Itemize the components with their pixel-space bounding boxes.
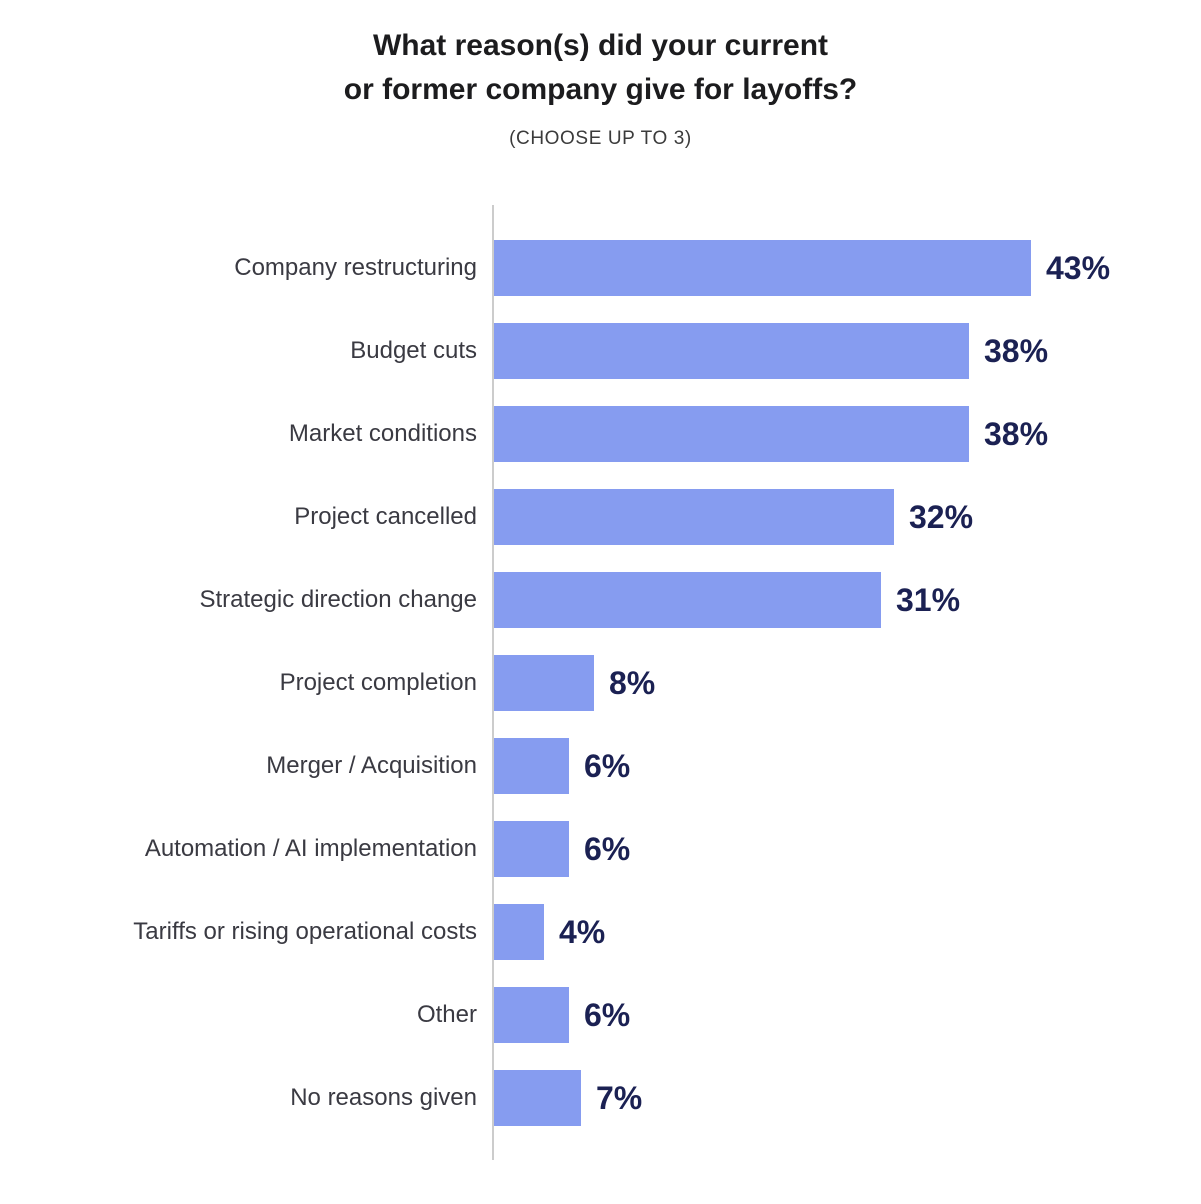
category-label: Strategic direction change bbox=[199, 585, 478, 613]
value-label: 43% bbox=[1046, 249, 1111, 286]
category-label: Other bbox=[416, 1000, 477, 1028]
chart-row: No reasons given 7% bbox=[0, 1070, 1201, 1126]
category-label: Project cancelled bbox=[294, 502, 477, 530]
chart-row: Market conditions 38% bbox=[0, 406, 1201, 462]
bar bbox=[494, 987, 569, 1043]
chart-row: Tariffs or rising operational costs 4% bbox=[0, 904, 1201, 960]
chart-title: What reason(s) did your current or forme… bbox=[0, 24, 1201, 111]
bar-track: 32% bbox=[494, 489, 1201, 545]
bar bbox=[494, 1070, 581, 1126]
chart-row: Project cancelled 32% bbox=[0, 489, 1201, 545]
value-label: 8% bbox=[609, 664, 656, 701]
bar-track: 4% bbox=[494, 904, 1201, 960]
category-label: Company restructuring bbox=[234, 253, 477, 281]
value-label: 38% bbox=[984, 415, 1049, 452]
chart-row: Automation / AI implementation 6% bbox=[0, 821, 1201, 877]
chart-row: Strategic direction change 31% bbox=[0, 572, 1201, 628]
value-label: 6% bbox=[584, 996, 631, 1033]
bar-track: 6% bbox=[494, 738, 1201, 794]
bar bbox=[494, 572, 881, 628]
chart-row: Other 6% bbox=[0, 987, 1201, 1043]
value-label: 32% bbox=[909, 498, 974, 535]
value-label: 38% bbox=[984, 332, 1049, 369]
value-label: 7% bbox=[596, 1079, 643, 1116]
bar-track: 8% bbox=[494, 655, 1201, 711]
bar bbox=[494, 821, 569, 877]
bar bbox=[494, 904, 544, 960]
chart-row: Project completion 8% bbox=[0, 655, 1201, 711]
value-label: 6% bbox=[584, 830, 631, 867]
chart-title-line1: What reason(s) did your current bbox=[372, 29, 829, 62]
chart-row: Budget cuts 38% bbox=[0, 323, 1201, 379]
chart-row: Merger / Acquisition 6% bbox=[0, 738, 1201, 794]
category-label: Automation / AI implementation bbox=[144, 834, 477, 862]
category-label: Budget cuts bbox=[350, 336, 477, 364]
bar bbox=[494, 323, 969, 379]
category-label: Project completion bbox=[279, 668, 477, 696]
bar-track: 38% bbox=[494, 406, 1201, 462]
chart-subtitle: (CHOOSE UP TO 3) bbox=[509, 128, 692, 149]
bar bbox=[494, 240, 1031, 296]
category-label: Tariffs or rising operational costs bbox=[133, 917, 477, 945]
bar bbox=[494, 489, 894, 545]
chart-row: Company restructuring 43% bbox=[0, 240, 1201, 296]
category-label: Market conditions bbox=[288, 419, 477, 447]
bar bbox=[494, 738, 569, 794]
chart-header: What reason(s) did your current or forme… bbox=[0, 0, 1201, 150]
value-label: 31% bbox=[896, 581, 961, 618]
bar-track: 38% bbox=[494, 323, 1201, 379]
bar-rows: Company restructuring 43% Budget cuts 38% Ma… bbox=[0, 240, 1201, 1153]
value-label: 6% bbox=[584, 747, 631, 784]
y-axis-line bbox=[492, 205, 494, 1160]
category-label: Merger / Acquisition bbox=[266, 751, 477, 779]
bar-track: 43% bbox=[494, 240, 1201, 296]
value-label: 4% bbox=[559, 913, 606, 950]
bar-track: 31% bbox=[494, 572, 1201, 628]
bar-track: 6% bbox=[494, 987, 1201, 1043]
bar bbox=[494, 655, 594, 711]
bar bbox=[494, 406, 969, 462]
category-label: No reasons given bbox=[290, 1083, 477, 1111]
bar-track: 6% bbox=[494, 821, 1201, 877]
chart-plot-area: Company restructuring 43% Budget cuts 38% Ma… bbox=[0, 205, 1201, 1160]
bar-track: 7% bbox=[494, 1070, 1201, 1126]
chart-title-line2: or former company give for layoffs? bbox=[343, 72, 858, 106]
